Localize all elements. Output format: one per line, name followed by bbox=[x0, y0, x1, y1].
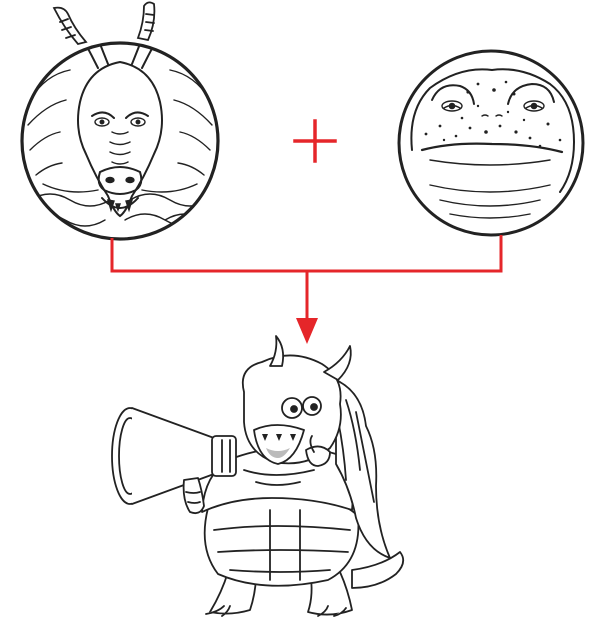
megaphone-icon bbox=[111, 407, 237, 515]
arrow-down-icon bbox=[110, 235, 503, 344]
dragon-head-icon bbox=[20, 1, 220, 241]
dragon-toad-hybrid-megaphone-icon bbox=[111, 335, 405, 617]
plus-icon bbox=[293, 119, 337, 163]
toad-head-icon bbox=[397, 49, 585, 237]
